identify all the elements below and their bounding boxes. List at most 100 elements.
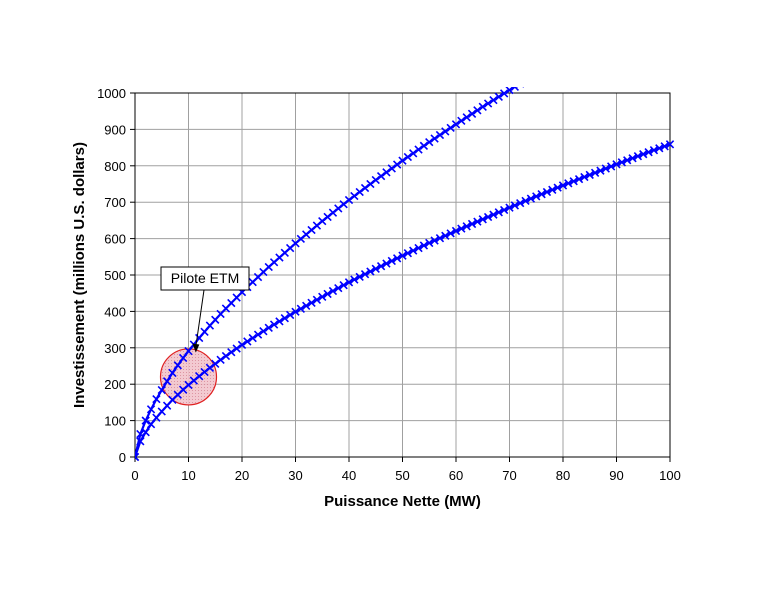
x-tick-label: 100	[659, 468, 681, 483]
data-point-marker	[559, 54, 566, 61]
x-tick-label: 70	[502, 468, 516, 483]
data-point-marker	[666, 0, 673, 1]
data-point-marker	[355, 272, 364, 282]
data-point-marker	[538, 67, 545, 74]
data-point-marker	[564, 179, 573, 188]
y-tick-label: 800	[104, 159, 126, 174]
data-point-marker	[601, 164, 610, 173]
data-point-marker	[623, 156, 632, 165]
x-tick-label: 50	[395, 468, 409, 483]
series-1	[135, 0, 673, 462]
data-point-marker	[580, 172, 589, 182]
data-point-marker	[467, 109, 477, 118]
data-point-marker	[425, 238, 434, 248]
data-point-marker	[237, 340, 247, 350]
data-point-marker	[494, 92, 503, 101]
data-point-marker	[430, 134, 439, 143]
y-tick-label: 500	[104, 268, 126, 283]
data-point-marker	[141, 416, 150, 425]
data-point-marker	[312, 295, 322, 304]
data-point-marker	[548, 185, 557, 194]
data-point-marker	[526, 194, 536, 203]
annotation-arrow-shaft	[195, 289, 205, 347]
data-point-marker	[590, 168, 600, 177]
data-point-marker	[473, 217, 482, 226]
data-point-marker	[376, 171, 386, 181]
data-point-marker	[478, 102, 487, 111]
data-point-marker	[360, 270, 370, 279]
data-point-marker	[409, 246, 418, 255]
data-point-marker	[435, 233, 445, 243]
data-point-marker	[318, 292, 327, 302]
data-point-marker	[414, 145, 423, 154]
data-point-marker	[350, 275, 359, 284]
data-point-marker	[205, 363, 215, 372]
data-point-marker	[532, 192, 541, 201]
data-point-marker	[527, 73, 534, 80]
data-point-marker	[489, 210, 498, 219]
data-point-marker	[574, 174, 584, 184]
data-point-marker	[285, 310, 295, 320]
data-point-marker	[409, 149, 418, 158]
data-point-marker	[441, 127, 450, 136]
data-point-marker	[157, 385, 166, 395]
data-point-marker	[398, 156, 407, 165]
data-point-marker	[451, 226, 461, 236]
data-point-marker	[419, 141, 429, 151]
x-tick-label: 90	[609, 468, 623, 483]
x-tick-label: 20	[235, 468, 249, 483]
data-point-marker	[146, 405, 156, 414]
data-point-marker	[655, 144, 664, 153]
x-tick-label: 0	[131, 468, 138, 483]
data-point-marker	[569, 177, 578, 186]
data-point-marker	[221, 351, 231, 361]
data-point-marker	[328, 286, 338, 296]
data-point-marker	[649, 146, 659, 155]
data-point-marker	[592, 35, 599, 42]
x-axis-title: Puissance Nette (MW)	[324, 493, 481, 510]
data-point-marker	[537, 190, 546, 199]
data-point-marker	[387, 164, 396, 173]
data-point-marker	[660, 142, 669, 151]
data-point-marker	[629, 14, 636, 21]
data-point-marker	[516, 87, 524, 88]
data-point-marker	[446, 229, 455, 238]
data-point-marker	[606, 162, 616, 171]
data-point-marker	[478, 215, 487, 224]
data-point-marker	[451, 120, 461, 129]
data-point-marker	[639, 149, 648, 159]
data-point-marker	[259, 327, 268, 336]
data-point-marker	[483, 99, 493, 108]
x-tick-label: 40	[342, 468, 356, 483]
data-point-marker	[650, 2, 657, 9]
data-point-marker	[581, 41, 588, 48]
data-point-marker	[665, 140, 675, 149]
x-tick-label: 80	[556, 468, 570, 483]
data-point-marker	[243, 337, 252, 346]
data-point-marker	[489, 95, 498, 105]
data-point-marker	[264, 323, 273, 332]
data-point-marker	[425, 137, 434, 147]
data-point-marker	[596, 166, 605, 175]
data-point-marker	[173, 361, 182, 370]
data-point-marker	[296, 304, 306, 313]
data-point-marker	[366, 267, 375, 276]
data-point-marker	[608, 26, 615, 33]
data-point-marker	[656, 0, 663, 6]
axis-ticks: 0 10 20 30 40 50 60 70 80 90 100010020030040050060…	[97, 86, 681, 483]
y-tick-label: 0	[119, 450, 126, 465]
data-point-marker	[146, 420, 156, 429]
data-point-marker	[376, 262, 386, 271]
data-point-marker	[505, 87, 514, 95]
data-point-marker	[543, 64, 550, 71]
y-tick-label: 1000	[97, 86, 126, 101]
data-point-marker	[457, 116, 466, 125]
data-point-marker	[248, 333, 257, 343]
y-tick-label: 600	[104, 232, 126, 247]
data-point-marker	[227, 348, 236, 357]
data-point-marker	[355, 187, 364, 197]
x-tick-label: 30	[288, 468, 302, 483]
data-point-marker	[510, 201, 520, 210]
